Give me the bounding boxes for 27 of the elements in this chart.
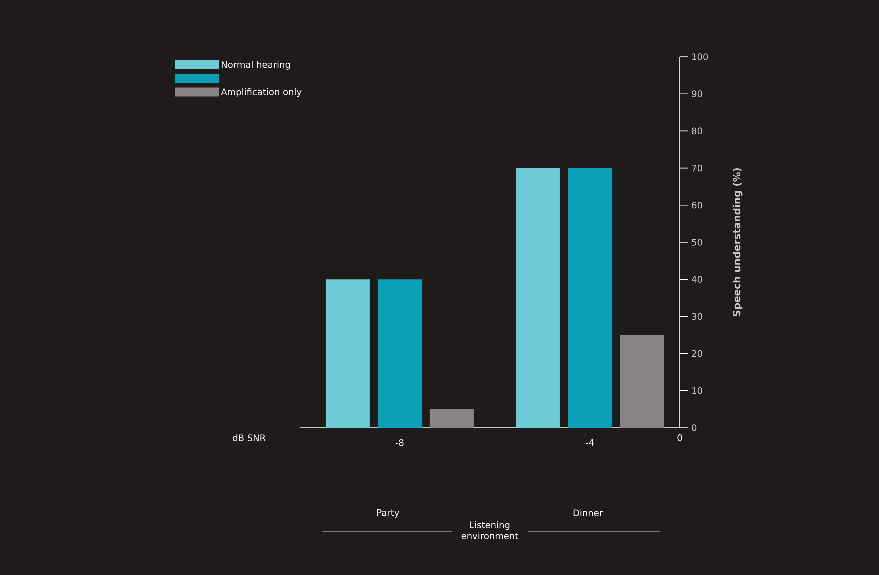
bar xyxy=(326,280,370,428)
x-tick-label: -8 xyxy=(396,440,404,446)
text: Listening environment xyxy=(462,522,518,540)
bar xyxy=(568,168,612,428)
legend-label: Normal hearing xyxy=(222,61,290,70)
bar xyxy=(516,168,560,428)
y-tick-label: 20 xyxy=(692,350,702,358)
legend-label: Amplification only xyxy=(221,88,302,98)
y-tick-label: 40 xyxy=(692,276,702,283)
text: Party xyxy=(377,510,400,518)
bar xyxy=(620,335,664,428)
y-tick-label: 70 xyxy=(692,164,702,172)
y-tick-label: 30 xyxy=(692,313,702,320)
y-tick-label: 100 xyxy=(692,54,708,60)
x-tick-label: -4 xyxy=(586,440,594,446)
y-tick-label: 90 xyxy=(692,90,702,98)
bar xyxy=(430,409,474,428)
y-tick-label: 80 xyxy=(692,128,702,135)
text: 0 xyxy=(678,434,682,442)
bar xyxy=(378,280,422,428)
y-tick-label: 0 xyxy=(692,424,697,432)
y-tick-label: 50 xyxy=(692,239,702,246)
y-tick-label: 60 xyxy=(692,202,702,209)
y-tick-label: 10 xyxy=(692,387,702,394)
x-axis-title: dB SNR xyxy=(233,434,266,442)
y-axis-title: Speech understanding (%) xyxy=(732,168,743,317)
text: Dinner xyxy=(574,510,604,516)
